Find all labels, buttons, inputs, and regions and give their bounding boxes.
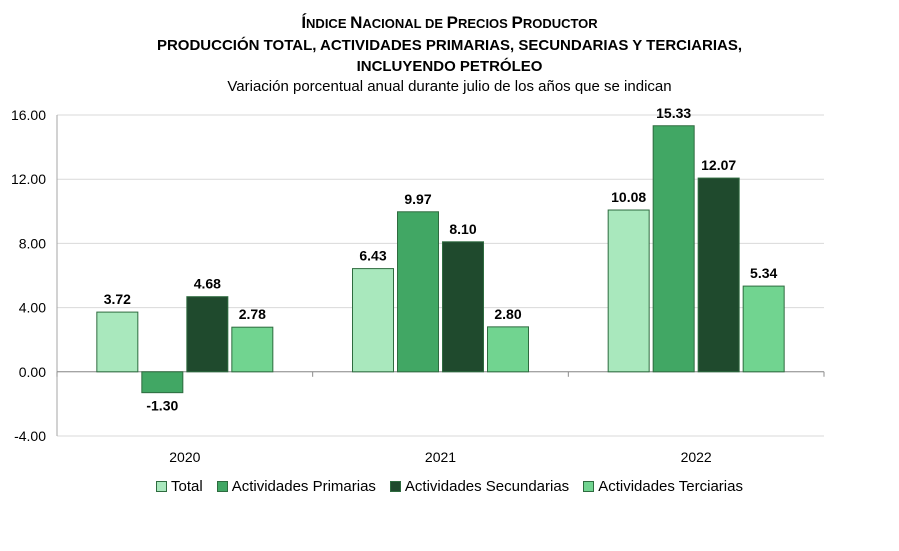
legend-item: Actividades Terciarias (583, 478, 743, 495)
legend-item: Actividades Secundarias (389, 478, 570, 495)
legend-item: Actividades Primarias (216, 478, 376, 495)
bar (487, 326, 529, 373)
legend-item: Total (156, 478, 203, 495)
data-label: 12.07 (701, 157, 736, 173)
x-tick-label: 2022 (681, 449, 712, 465)
chart-legend: Total Actividades Primarias Actividades Se… (0, 478, 899, 495)
data-label: 6.43 (359, 248, 386, 264)
legend-label: Actividades Primarias (231, 478, 376, 495)
data-label: 3.72 (104, 291, 131, 307)
data-label: 2.80 (494, 306, 521, 322)
data-label: 9.97 (404, 191, 431, 207)
y-tick-label: 4.00 (19, 300, 46, 316)
legend-swatch (389, 481, 401, 492)
bar (652, 125, 695, 373)
legend-label: Actividades Terciarias (598, 478, 743, 495)
y-tick-label: 8.00 (19, 235, 46, 251)
y-tick-label: -4.00 (14, 428, 46, 444)
data-label: 10.08 (611, 189, 646, 205)
legend-label: Total (171, 478, 203, 495)
chart-title-line3: INCLUYENDO PETRÓLEO (356, 58, 543, 75)
bar (352, 268, 394, 373)
chart-subtitle: Variación porcentual anual durante julio… (227, 78, 672, 95)
bar (697, 177, 740, 373)
chart-title-line2: PRODUCCIÓN TOTAL, ACTIVIDADES PRIMARIAS,… (156, 37, 743, 54)
chart-title: ÍNDICE NACIONAL DE PRECIOS PRODUCTOR (301, 13, 598, 32)
x-tick-label: 2021 (425, 449, 456, 465)
y-tick-label: 16.00 (11, 107, 46, 123)
legend-label: Actividades Secundarias (404, 478, 570, 495)
bar (96, 311, 139, 373)
data-label: 8.10 (449, 221, 476, 237)
bar (141, 371, 184, 394)
bar (442, 241, 484, 373)
data-label: 5.34 (750, 265, 777, 281)
data-label: -1.30 (146, 398, 178, 414)
bar (186, 296, 229, 373)
data-label: 2.78 (239, 306, 266, 322)
x-tick-label: 2020 (169, 449, 200, 465)
bar (397, 211, 439, 373)
data-label: 15.33 (656, 105, 691, 121)
data-label: 4.68 (194, 276, 221, 292)
y-tick-label: 12.00 (11, 171, 46, 187)
legend-swatch (156, 481, 168, 492)
chart-title-block: ÍNDICE NACIONAL DE PRECIOS PRODUCTOR PRO… (0, 12, 899, 97)
bar (742, 285, 785, 373)
bar (231, 326, 274, 373)
legend-swatch (216, 481, 228, 492)
y-tick-label: 0.00 (19, 364, 46, 380)
legend-swatch (583, 481, 595, 492)
bar (607, 209, 650, 373)
